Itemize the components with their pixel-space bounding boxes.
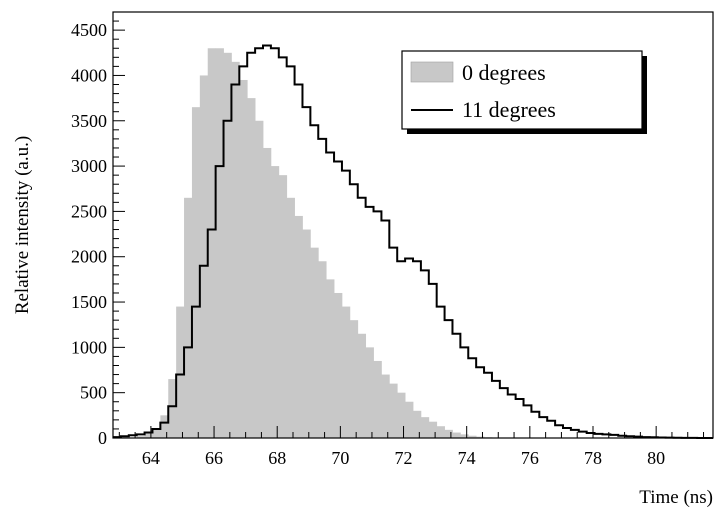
y-tick-label: 500	[80, 383, 107, 403]
bar-0-degrees	[460, 434, 469, 438]
bar-0-degrees	[302, 229, 311, 438]
bar-0-degrees	[191, 107, 201, 439]
bar-0-degrees	[168, 379, 177, 438]
y-axis-title: Relative intensity (a.u.)	[12, 136, 33, 314]
bar-0-degrees	[436, 426, 445, 438]
x-tick-label: 74	[458, 448, 476, 468]
y-tick-label: 0	[98, 428, 107, 448]
x-tick-label: 76	[521, 448, 539, 468]
bar-0-degrees	[270, 166, 280, 438]
bar-0-degrees	[452, 432, 461, 438]
bar-0-degrees	[176, 306, 185, 438]
x-axis-title: Time (ns)	[639, 487, 713, 508]
legend-label-0-degrees: 0 degrees	[462, 60, 546, 85]
x-tick-label: 64	[142, 448, 160, 468]
bar-0-degrees	[294, 215, 303, 438]
x-axis: 64 66 68 70 72 74 76 78 80	[118, 426, 705, 468]
bar-0-degrees	[381, 374, 390, 438]
y-tick-label: 3000	[71, 156, 107, 176]
y-tick-label: 1000	[71, 337, 107, 357]
series-0-degrees	[136, 48, 509, 439]
bar-0-degrees	[349, 320, 359, 438]
bar-0-degrees	[468, 435, 477, 438]
plot-frame	[112, 11, 714, 439]
bar-0-degrees	[420, 417, 430, 438]
bar-0-degrees	[341, 306, 351, 438]
bar-0-degrees	[476, 436, 485, 438]
y-tick-label: 4500	[71, 20, 107, 40]
bar-0-degrees	[278, 175, 288, 438]
bar-0-degrees	[160, 415, 169, 438]
legend: 0 degrees 11 degrees	[401, 50, 647, 134]
bar-0-degrees	[389, 383, 398, 438]
bar-0-degrees	[428, 421, 438, 438]
y-tick-label: 3500	[71, 111, 107, 131]
bar-0-degrees	[199, 75, 209, 438]
x-tick-label: 68	[268, 448, 286, 468]
bar-0-degrees	[413, 410, 422, 438]
bar-0-degrees	[231, 61, 240, 438]
bar-0-degrees	[215, 48, 224, 438]
bar-0-degrees	[136, 436, 145, 438]
bar-0-degrees	[223, 52, 232, 438]
bar-0-degrees	[207, 48, 217, 438]
series-11-degrees	[113, 44, 713, 439]
bar-0-degrees	[373, 360, 382, 438]
y-tick-label: 4000	[71, 65, 107, 85]
bar-0-degrees	[397, 392, 406, 438]
x-tick-label: 78	[584, 448, 602, 468]
bar-0-degrees	[255, 120, 264, 439]
bar-0-degrees	[405, 401, 414, 438]
bar-0-degrees	[310, 247, 319, 438]
bar-0-degrees	[239, 79, 248, 438]
step-line-11-degrees	[113, 44, 713, 439]
bar-0-degrees	[365, 347, 374, 438]
x-tick-label: 72	[395, 448, 413, 468]
bar-0-degrees	[247, 98, 256, 439]
y-axis: 0 500 1000 1500 2000 2500 3000 3500 4000 4500	[71, 11, 125, 448]
bar-0-degrees	[444, 429, 453, 438]
x-tick-label: 70	[331, 448, 349, 468]
bar-0-degrees	[263, 147, 272, 438]
legend-swatch-0-degrees	[410, 61, 454, 83]
legend-label-11-degrees: 11 degrees	[462, 97, 556, 122]
bar-0-degrees	[318, 261, 327, 438]
bar-0-degrees	[334, 292, 343, 438]
bar-0-degrees	[152, 429, 161, 438]
x-tick-label: 80	[647, 448, 665, 468]
bar-0-degrees	[286, 197, 295, 438]
bar-0-degrees	[184, 197, 193, 438]
bar-0-degrees	[326, 279, 335, 438]
y-tick-label: 2500	[71, 201, 107, 221]
bar-0-degrees	[144, 433, 153, 438]
y-tick-label: 1500	[71, 292, 107, 312]
y-tick-label: 2000	[71, 247, 107, 267]
x-tick-label: 66	[205, 448, 223, 468]
bar-0-degrees	[357, 333, 367, 438]
